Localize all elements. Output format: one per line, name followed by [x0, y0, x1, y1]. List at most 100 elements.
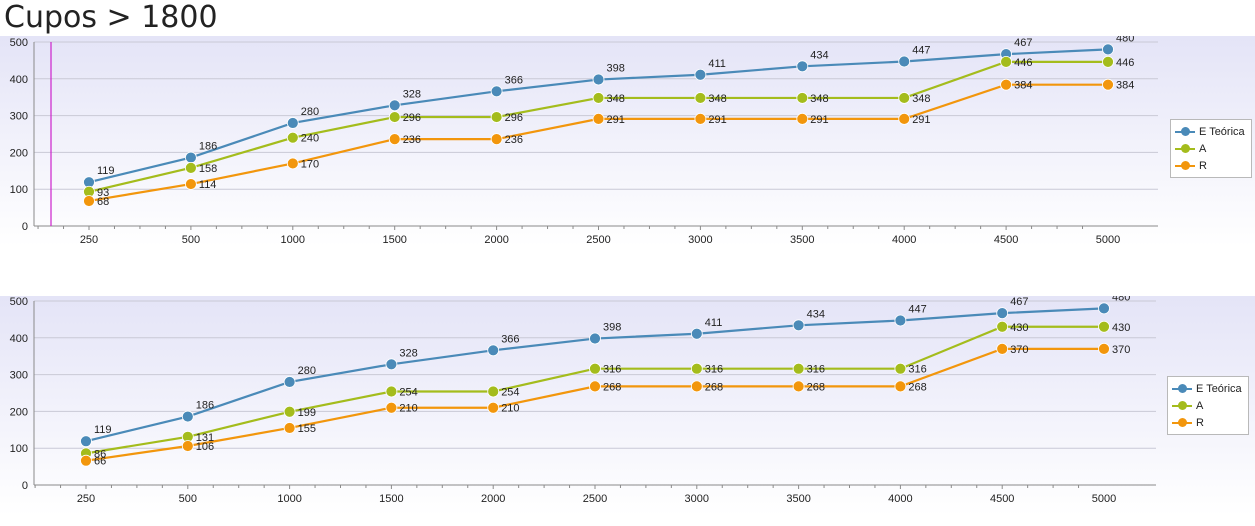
data-label: 210	[399, 403, 417, 415]
data-label: 254	[399, 387, 417, 399]
y-tick-label: 0	[22, 480, 28, 492]
data-point	[796, 113, 809, 125]
data-label: 348	[607, 93, 625, 105]
legend-item: A	[1172, 397, 1242, 414]
x-tick-label: 2000	[484, 234, 508, 246]
data-label: 480	[1112, 296, 1130, 303]
data-label: 291	[810, 114, 828, 126]
legend-marker	[1175, 143, 1195, 154]
data-point	[286, 131, 299, 144]
data-point	[1102, 55, 1114, 68]
data-label: 158	[199, 163, 217, 175]
data-point	[898, 55, 911, 68]
data-point	[80, 435, 92, 448]
data-label: 447	[908, 304, 926, 316]
chart-background	[0, 36, 1255, 246]
legend-item: E Teórica	[1175, 123, 1245, 140]
data-point	[388, 99, 401, 112]
x-tick-label: 500	[179, 493, 197, 505]
data-point	[898, 113, 911, 125]
data-point	[181, 440, 194, 452]
data-point	[694, 92, 707, 104]
x-tick-label: 1000	[281, 234, 305, 246]
data-label: 446	[1014, 57, 1032, 69]
legend-item: E Teórica	[1172, 380, 1242, 397]
y-tick-label: 500	[10, 37, 28, 49]
data-label: 434	[810, 49, 828, 61]
x-tick-label: 250	[80, 234, 98, 246]
chart-bottom: 0 100 200 300 400 500 250 500 1000 1500 2000 2500 30…	[0, 296, 1255, 516]
data-point	[1098, 302, 1110, 315]
data-label: 199	[298, 407, 316, 419]
data-point	[83, 195, 95, 207]
x-tick-label: 1500	[382, 234, 406, 246]
data-point	[184, 178, 197, 190]
legend-label: E Teórica	[1199, 125, 1245, 138]
data-label: 296	[403, 112, 421, 124]
data-label: 446	[1116, 57, 1134, 69]
data-label: 186	[196, 400, 214, 412]
x-tick-label: 3000	[685, 493, 709, 505]
data-label: 210	[501, 403, 519, 415]
x-tick-label: 4000	[888, 493, 912, 505]
data-label: 411	[708, 58, 726, 70]
data-point	[898, 92, 911, 104]
data-label: 66	[94, 456, 106, 468]
data-label: 106	[196, 441, 214, 453]
chart-svg: 0 100 200 300 400 500 250 500 1000 1500 2000 2500 30…	[0, 36, 1255, 246]
y-tick-label: 500	[10, 296, 28, 308]
data-point	[286, 117, 299, 129]
data-point	[694, 113, 707, 125]
data-point	[894, 380, 907, 393]
data-label: 384	[1014, 80, 1032, 92]
data-point	[796, 60, 809, 73]
data-label: 268	[807, 381, 825, 393]
legend-label: E Teórica	[1196, 382, 1242, 395]
data-label: 119	[97, 165, 115, 177]
data-point	[487, 344, 500, 357]
x-tick-label: 5000	[1092, 493, 1116, 505]
data-point	[592, 92, 605, 104]
data-label: 316	[807, 364, 825, 376]
data-label: 170	[301, 158, 319, 170]
x-tick-label: 3000	[688, 234, 712, 246]
chart-svg: 0 100 200 300 400 500 250 500 1000 1500 2000 2500 30…	[0, 296, 1255, 516]
data-point	[1098, 320, 1110, 333]
data-point	[283, 422, 296, 434]
data-label: 480	[1116, 36, 1134, 44]
page-title: Cupos > 1800	[4, 0, 218, 35]
legend-label: R	[1196, 416, 1204, 429]
data-point	[592, 113, 605, 125]
x-tick-label: 1500	[379, 493, 403, 505]
data-point	[487, 385, 500, 398]
data-point	[694, 68, 707, 81]
data-label: 291	[708, 114, 726, 126]
data-label: 268	[603, 381, 621, 393]
data-label: 467	[1010, 296, 1028, 308]
data-point	[1102, 43, 1114, 56]
data-label: 370	[1010, 344, 1028, 356]
data-label: 398	[603, 322, 621, 334]
data-label: 93	[97, 187, 109, 199]
y-tick-label: 0	[22, 221, 28, 233]
legend-marker	[1175, 160, 1195, 171]
y-tick-label: 200	[10, 406, 28, 418]
data-point	[388, 111, 401, 123]
x-tick-label: 3500	[786, 493, 810, 505]
x-tick-label: 2500	[583, 493, 607, 505]
data-point	[184, 161, 197, 174]
y-tick-label: 400	[10, 333, 28, 345]
data-label: 291	[912, 114, 930, 126]
data-point	[385, 358, 398, 371]
data-point	[487, 401, 500, 414]
data-label: 296	[505, 112, 523, 124]
data-label: 291	[607, 114, 625, 126]
data-label: 119	[94, 424, 112, 436]
data-label: 348	[708, 93, 726, 105]
x-tick-label: 5000	[1096, 234, 1120, 246]
data-point	[792, 319, 805, 332]
legend-label: A	[1199, 142, 1207, 155]
legend-item: A	[1175, 140, 1245, 157]
data-point	[388, 133, 401, 146]
data-point	[996, 342, 1009, 355]
